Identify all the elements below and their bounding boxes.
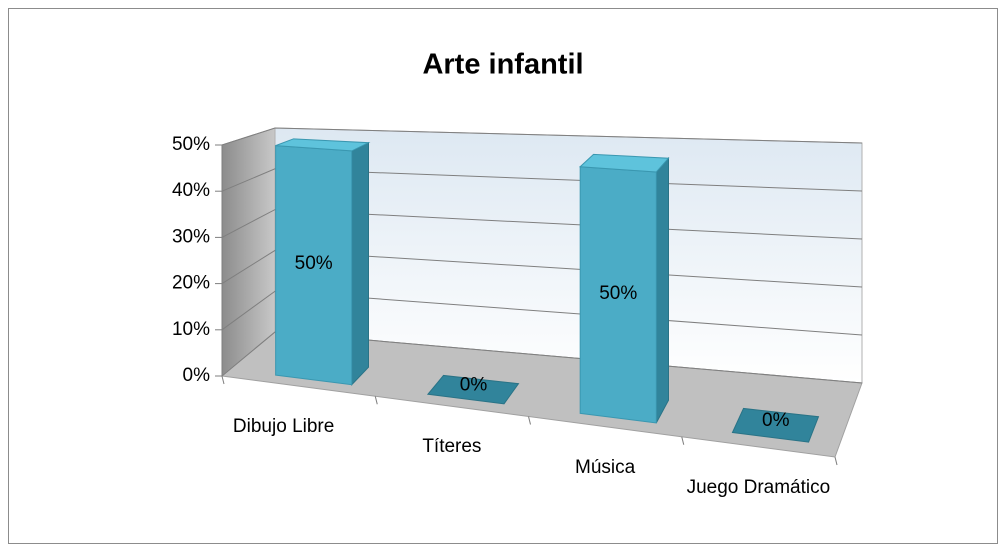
value-label: 0% [460, 374, 488, 395]
y-tick-label: 30% [172, 226, 210, 247]
bar-top [275, 138, 371, 152]
value-label: 50% [599, 283, 637, 304]
y-tick-label: 50% [172, 134, 210, 155]
y-tick-label: 0% [183, 365, 211, 386]
value-label: 0% [762, 410, 790, 431]
chart-title: Arte infantil [422, 49, 583, 81]
bar-top [578, 153, 670, 173]
bar [731, 407, 820, 443]
bar [426, 374, 520, 405]
y-tick-label: 20% [172, 273, 210, 294]
y-tick-label: 40% [172, 180, 210, 201]
grid-line [221, 127, 863, 146]
x-tick [681, 436, 685, 445]
bar-side [655, 156, 669, 424]
x-tick [221, 375, 225, 385]
x-tick-label: Juego Dramático [686, 476, 831, 498]
x-tick-label: Dibujo Libre [232, 416, 335, 438]
bar-side [351, 141, 369, 386]
x-tick [374, 396, 378, 405]
value-label: 50% [295, 253, 333, 274]
x-tick [528, 416, 531, 425]
y-tick-label: 10% [172, 319, 210, 340]
x-tick-label: Títeres [422, 436, 482, 458]
x-tick-label: Música [575, 456, 636, 478]
x-tick [834, 456, 838, 466]
